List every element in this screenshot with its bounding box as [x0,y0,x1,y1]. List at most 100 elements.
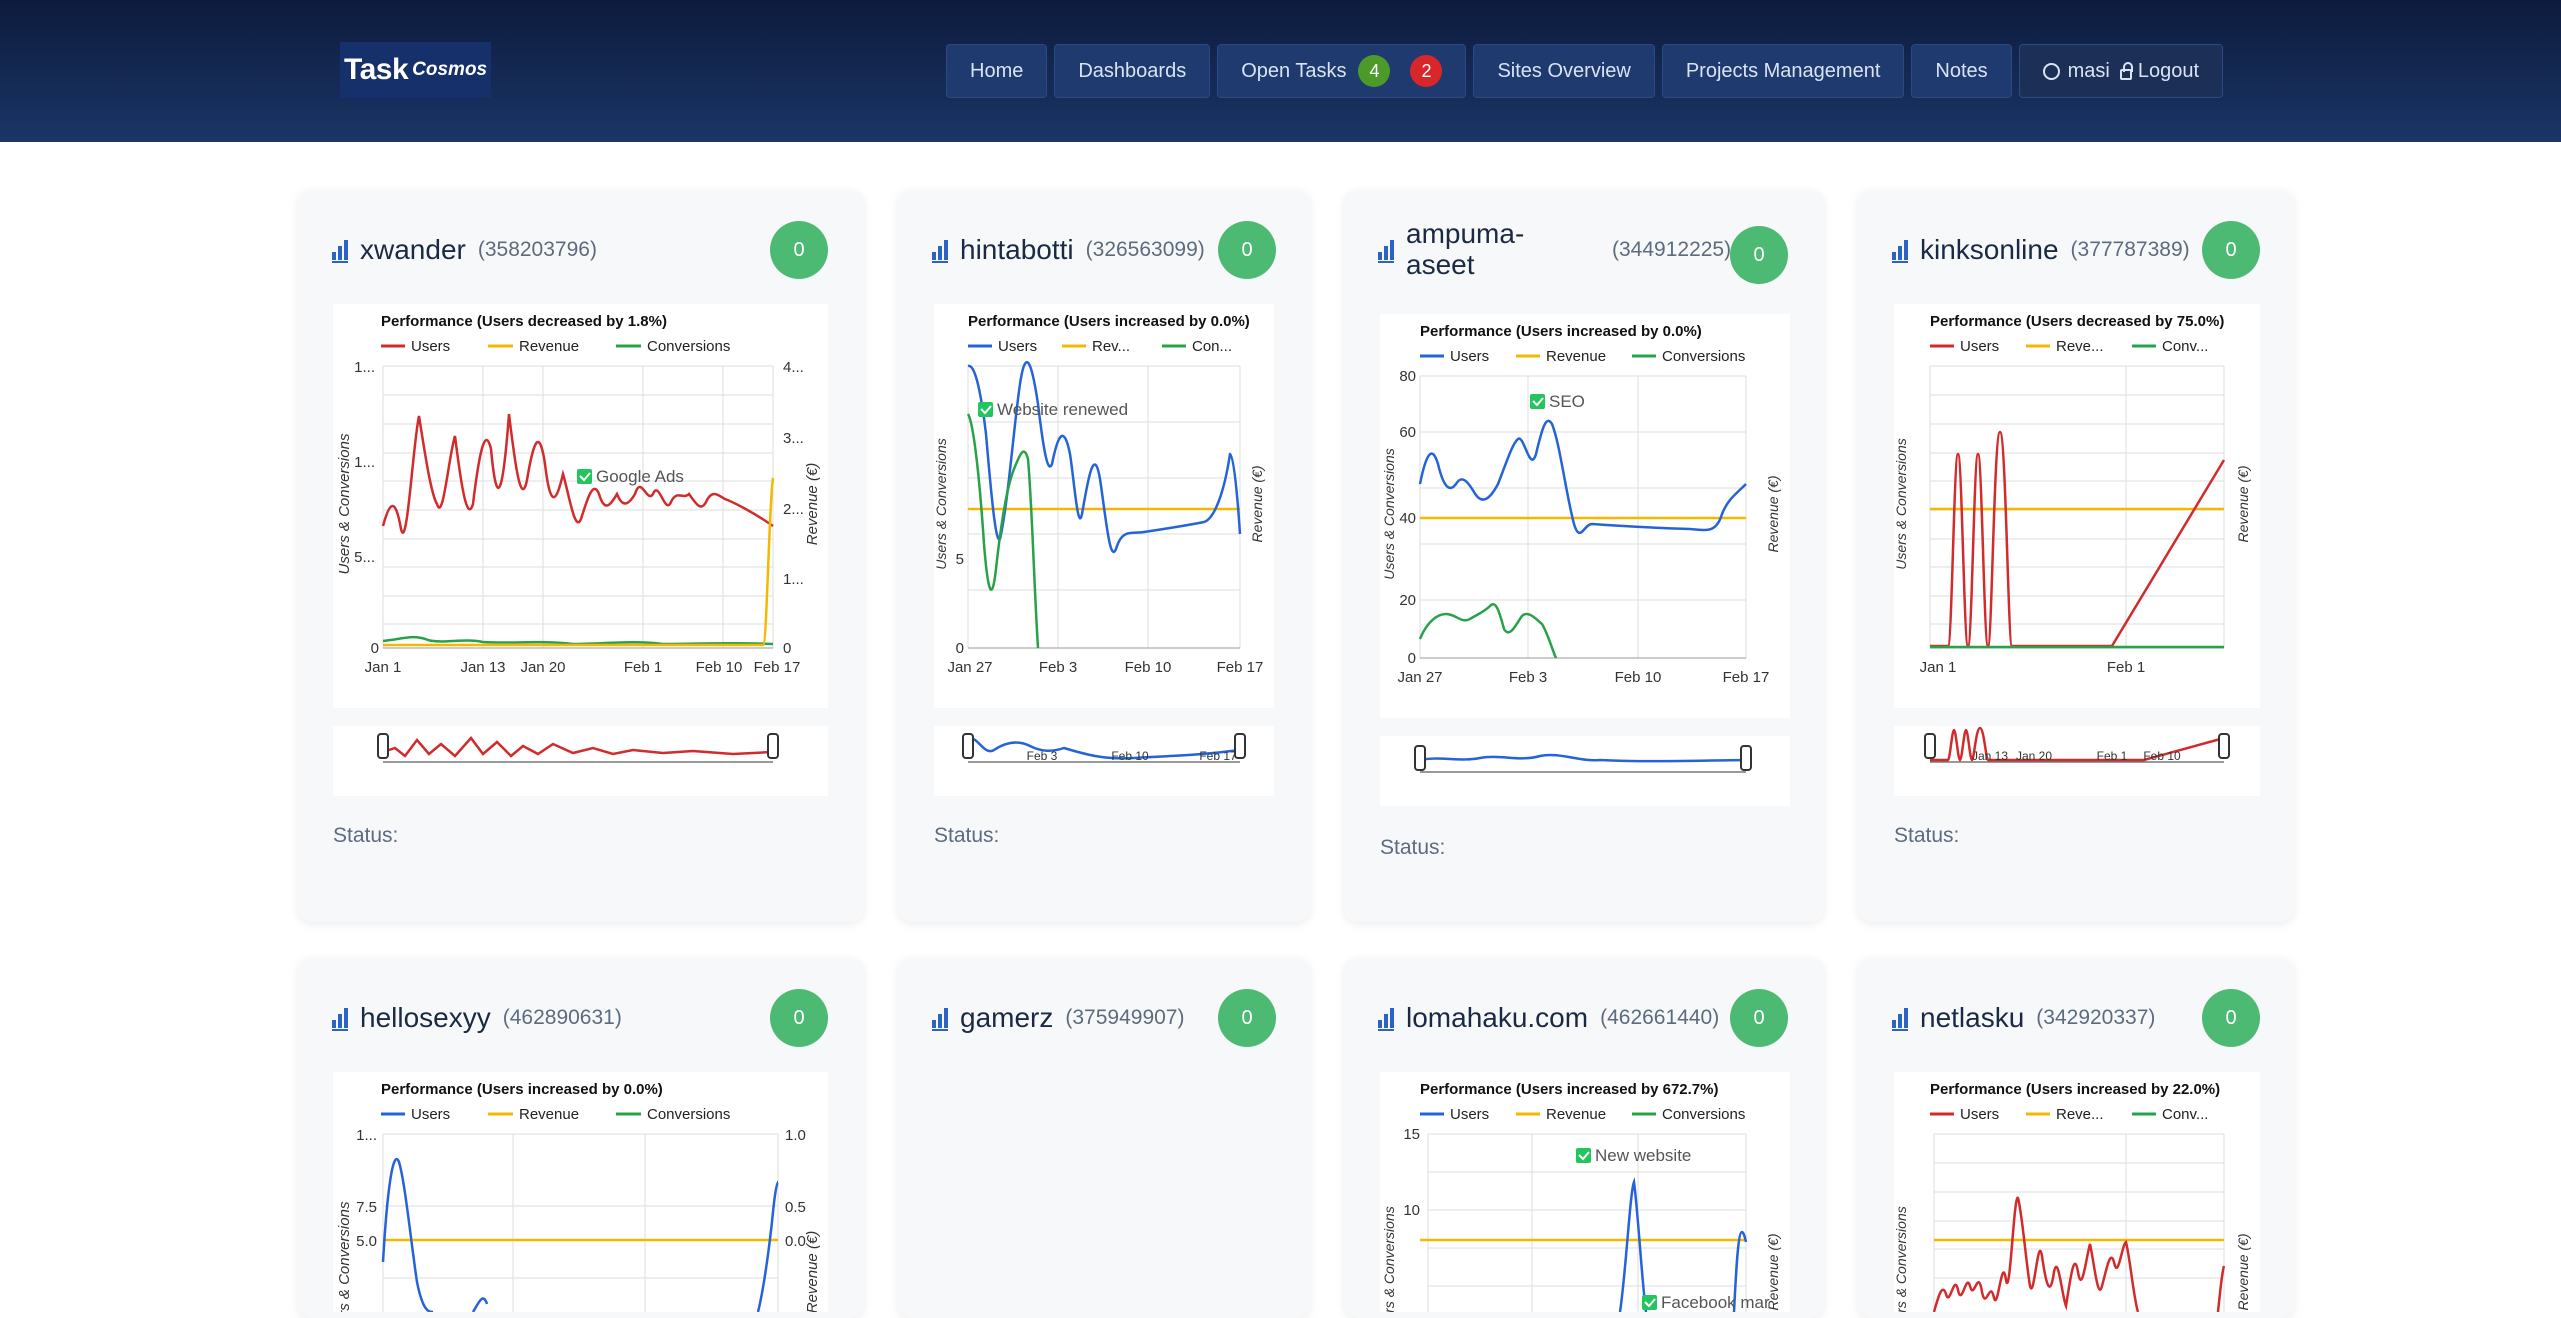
y-axis-label: Users & Conversions [1894,438,1909,570]
y2-tick: 0 [783,640,791,657]
site-name[interactable]: kinksonline [1920,233,2059,265]
bar-chart-icon [1378,1006,1394,1031]
nav-notes-label: Notes [1935,59,1988,82]
navigator-right-handle[interactable] [2218,733,2230,759]
user-circle-icon [2042,62,2060,80]
site-card-header: lomahaku.com (462661440) [1378,958,1790,1078]
site-name[interactable]: hellosexyy [360,1001,491,1033]
legend-revenue[interactable]: Reve... [2056,338,2104,355]
site-card-header: hellosexyy (462890631) [332,958,830,1078]
legend-revenue[interactable]: Reve... [2056,1106,2104,1123]
app-logo[interactable]: Task Cosmos [340,42,497,98]
chart-svg: Performance (Users increased by 0.0%) Us… [1381,323,1781,686]
annotation-label[interactable]: Website renewed [997,400,1128,419]
x-tick: Feb 17 [754,659,801,676]
site-name[interactable]: hintabotti [960,233,1074,265]
chart-title: Performance (Users decreased by 1.8%) [381,313,667,330]
legend-conversions[interactable]: Conversions [1662,1106,1745,1123]
y-tick: 0 [956,640,964,657]
task-count-badge[interactable]: 0 [1730,226,1788,284]
status-label: Status: [1894,824,1960,847]
legend-users[interactable]: Users [1450,348,1489,365]
navigator-right-handle[interactable] [1234,733,1246,759]
y2-axis-label: Revenue (€) [1249,465,1265,542]
site-card-header: netlasku (342920337) [1892,958,2260,1078]
y2-tick: 2... [783,501,804,518]
y-tick: 10 [1403,1202,1420,1219]
annotation-label[interactable]: SEO [1549,392,1585,411]
site-card: lomahaku.com (462661440) 0 Performance (… [1344,958,1824,1318]
legend-users[interactable]: Users [411,1106,450,1123]
legend-conversions[interactable]: Conv... [2162,338,2208,355]
legend-conversions[interactable]: Con... [1192,338,1232,355]
task-count-badge[interactable]: 0 [1730,989,1788,1047]
legend-conversions[interactable]: Conversions [647,1106,730,1123]
task-count-badge[interactable]: 0 [770,989,828,1047]
legend-revenue[interactable]: Revenue [1546,1106,1606,1123]
x-tick: Feb 1 [624,659,662,676]
nav-dashboards-label: Dashboards [1078,59,1187,82]
legend-conversions[interactable]: Conv... [2162,1106,2208,1123]
y-axis-label: Users & Conversions [1381,1206,1397,1312]
annotation-label[interactable]: Facebook mar [1661,1293,1770,1312]
site-name[interactable]: xwander [360,233,466,265]
annotation-label[interactable]: Google Ads [596,467,684,486]
check-icon [978,402,993,417]
y-tick: 20 [1399,592,1416,609]
navigator-right-handle[interactable] [767,733,779,759]
navigator-left-handle[interactable] [377,733,389,759]
site-name[interactable]: netlasku [1920,1001,2025,1033]
legend-revenue[interactable]: Revenue [519,338,579,355]
legend-conversions[interactable]: Conversions [647,338,730,355]
chart-navigator[interactable]: Jan 13 Jan 20 Feb 1 Feb 10 [1894,726,2260,796]
navigator-left-handle[interactable] [1924,733,1936,759]
task-count-badge[interactable]: 0 [2202,989,2260,1047]
task-count-badge[interactable]: 0 [2202,221,2260,279]
nav-home[interactable]: Home [946,44,1048,98]
chart-navigator[interactable] [333,726,828,796]
task-count-badge[interactable]: 0 [1218,989,1276,1047]
legend-revenue[interactable]: Revenue [519,1106,579,1123]
nav-user-logout[interactable]: masi Logout [2018,44,2224,98]
legend-users[interactable]: Users [1960,1106,1999,1123]
performance-chart: Performance (Users decreased by 1.8%) Us… [333,304,828,708]
site-card: gamerz (375949907) 0 [898,958,1310,1318]
site-name[interactable]: ampuma-aseet [1406,218,1525,280]
chart-navigator[interactable] [1380,736,1790,806]
nav-sites-overview[interactable]: Sites Overview [1473,44,1655,98]
site-card: hellosexyy (462890631) 0 Performance (Us… [298,958,864,1318]
legend-conversions[interactable]: Conversions [1662,348,1745,365]
navigator-left-handle[interactable] [962,733,974,759]
legend-users[interactable]: Users [1450,1106,1489,1123]
y2-tick: 4... [783,359,804,376]
legend-users[interactable]: Users [998,338,1037,355]
legend-revenue[interactable]: Revenue [1546,348,1606,365]
task-count-badge[interactable]: 0 [770,221,828,279]
navigator-left-handle[interactable] [1414,745,1426,771]
chart-navigator[interactable]: Feb 3 Feb 10 Feb 17 [934,726,1274,796]
y2-axis-label: Revenue (€) [1765,475,1781,552]
y-axis-label: Users & Conversions [336,433,353,574]
nav-projects-management[interactable]: Projects Management [1661,44,1905,98]
site-name[interactable]: gamerz [960,1001,1054,1033]
site-name[interactable]: lomahaku.com [1406,1001,1589,1033]
legend-users[interactable]: Users [411,338,450,355]
chart-title: Performance (Users increased by 672.7%) [1420,1081,1718,1098]
y2-tick: 1.0 [785,1127,806,1144]
top-navbar: Task Cosmos Home Dashboards Open Tasks 4… [0,0,2561,142]
navigator-tick: Feb 10 [2143,749,2181,763]
users-series-line [1618,1177,1748,1312]
navigator-series [1930,726,2225,762]
nav-projects-management-label: Projects Management [1685,59,1881,82]
legend-users[interactable]: Users [1960,338,1999,355]
y2-axis-label: Revenue (€) [2235,1233,2251,1310]
nav-notes[interactable]: Notes [1911,44,2012,98]
annotation-label[interactable]: New website [1595,1146,1691,1165]
legend-revenue[interactable]: Rev... [1092,338,1130,355]
check-icon [1576,1148,1591,1163]
task-count-badge[interactable]: 0 [1218,221,1276,279]
nav-dashboards[interactable]: Dashboards [1054,44,1211,98]
y2-axis-label: Revenue (€) [804,463,821,546]
nav-open-tasks[interactable]: Open Tasks 4 2 [1217,44,1467,98]
navigator-right-handle[interactable] [1740,745,1752,771]
